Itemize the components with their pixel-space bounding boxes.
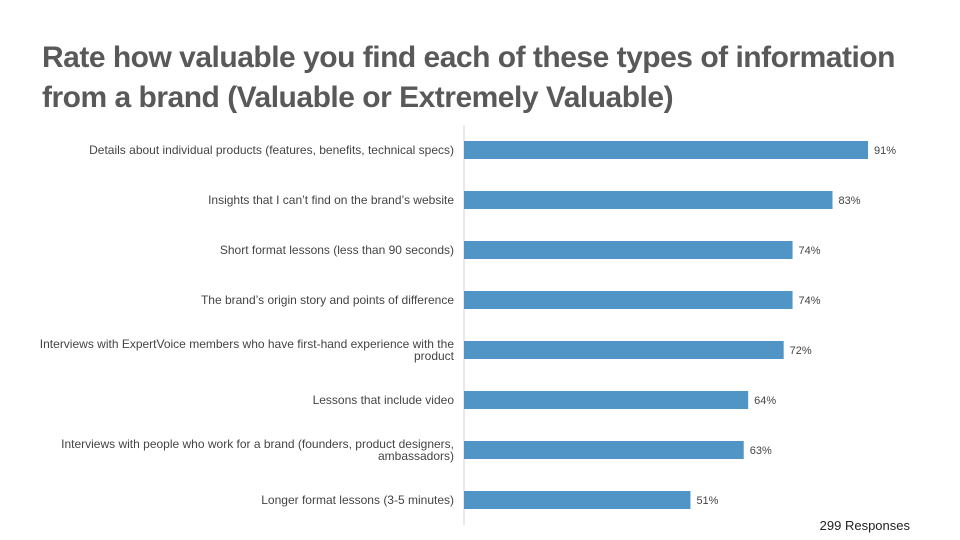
bar: [464, 441, 744, 459]
value-label: 74%: [799, 245, 821, 257]
bar: [464, 391, 749, 409]
bar: [464, 291, 793, 309]
category-label: Lessons that include video: [312, 393, 454, 407]
category-label: Short format lessons (less than 90 secon…: [219, 243, 454, 257]
value-label: 64%: [754, 395, 776, 407]
bar: [464, 141, 869, 159]
category-label: Interviews with people who work for a br…: [61, 437, 454, 463]
category-label: Longer format lessons (3-5 minutes): [261, 493, 454, 507]
value-label: 83%: [839, 195, 861, 207]
category-label: The brand’s origin story and points of d…: [200, 293, 454, 307]
bar: [464, 241, 793, 259]
bar: [464, 191, 833, 209]
category-label: Insights that I can’t find on the brand’…: [208, 193, 454, 207]
value-label: 51%: [696, 495, 718, 507]
category-label: Details about individual products (featu…: [89, 143, 454, 157]
annotation: 299 Responses: [819, 518, 910, 533]
value-label: 63%: [750, 445, 772, 457]
value-label: 74%: [799, 295, 821, 307]
value-label: 91%: [874, 145, 896, 157]
chart-title: Rate how valuable you find each of these…: [42, 41, 895, 114]
bar: [464, 341, 784, 359]
value-label: 72%: [790, 345, 812, 357]
category-label: Interviews with ExpertVoice members who …: [39, 337, 454, 363]
bar: [464, 491, 691, 509]
